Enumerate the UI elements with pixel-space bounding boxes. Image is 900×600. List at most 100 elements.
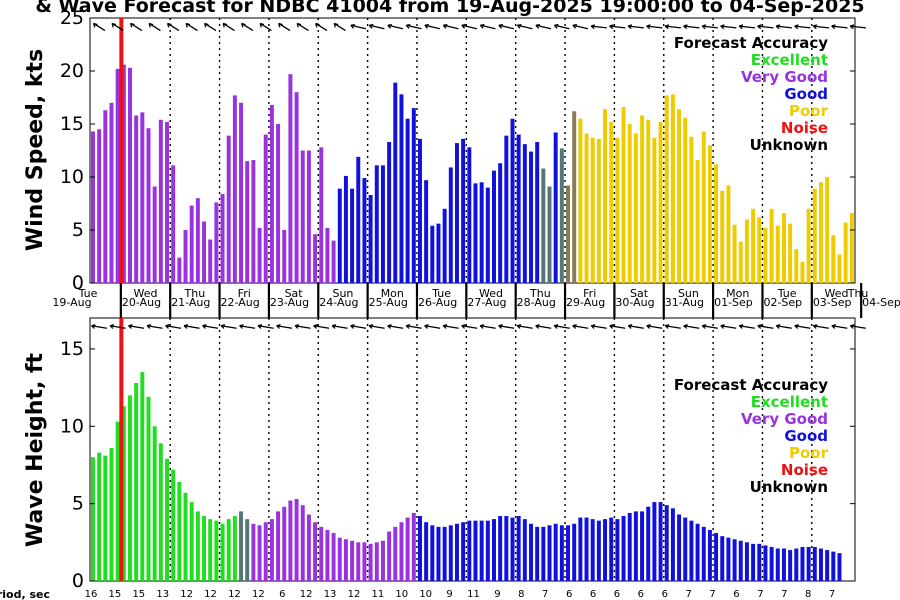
wave-y-tick-label: 15 (60, 338, 84, 360)
date-label: 01-Sep (714, 296, 753, 309)
wind-bar (825, 177, 830, 283)
wave-direction-arrow (442, 324, 459, 329)
wave-bar (615, 519, 620, 581)
wind-bar (220, 193, 225, 283)
wind-bar (121, 64, 126, 283)
wind-bar (356, 156, 361, 283)
wind-bar (510, 118, 515, 283)
wind-bar (263, 134, 268, 283)
wave-bar (757, 543, 762, 581)
period-value: 16 (85, 589, 98, 600)
wind-bar (603, 109, 608, 283)
wind-bar (424, 180, 429, 283)
wave-direction-arrow (609, 324, 626, 329)
wave-bar (454, 523, 459, 581)
wind-bar (165, 121, 169, 283)
period-value: 6 (733, 589, 739, 600)
wind-bar (707, 145, 712, 283)
wind-bar (535, 142, 540, 283)
day-date-strip: Tue19-AugWed20-AugThu21-AugFri22-AugSat2… (52, 283, 900, 318)
wind-y-tick-label: 10 (60, 166, 84, 188)
wave-bar (343, 539, 348, 581)
wave-direction-arrow (165, 324, 182, 329)
wave-bar (566, 525, 571, 581)
wave-direction-arrow (553, 324, 570, 329)
wave-bar (547, 525, 552, 581)
wave-bar (492, 519, 496, 581)
wave-bar (263, 522, 268, 581)
period-value: 7 (829, 589, 835, 600)
wind-bar (417, 138, 422, 283)
wave-bar (658, 502, 663, 581)
wave-bar (405, 517, 410, 581)
wave-bar (781, 548, 786, 581)
day-name-label: Sun (678, 287, 699, 300)
date-label: 21-Aug (171, 296, 210, 309)
wave-direction-arrow (664, 324, 681, 329)
wind-bar (751, 208, 756, 283)
day-name-label: Thu (529, 287, 551, 300)
wave-bar (417, 516, 422, 581)
wave-y-tick-label: 0 (72, 570, 84, 592)
wave-direction-arrow (479, 324, 496, 329)
date-label: 31-Aug (665, 296, 704, 309)
wind-direction-arrow (553, 24, 570, 30)
day-name-label: Sun (332, 287, 353, 300)
wind-bar (436, 223, 441, 283)
wind-bar (479, 182, 484, 283)
wind-direction-arrow (831, 24, 848, 30)
wind-bar (461, 138, 466, 283)
wind-direction-arrow (167, 22, 180, 32)
date-label: 23-Aug (270, 296, 309, 309)
wind-bar (226, 135, 231, 283)
period-value: 12 (180, 589, 193, 600)
wind-bar (683, 117, 688, 283)
period-value: 7 (781, 589, 787, 600)
wind-bar (664, 95, 669, 283)
wind-legend-unknown: Unknown (750, 136, 828, 154)
wind-bar (343, 175, 348, 283)
wind-bar (812, 188, 817, 283)
period-value: 8 (518, 589, 524, 600)
wind-bar (788, 223, 793, 283)
wave-bar (467, 520, 472, 581)
wave-bar (183, 492, 188, 581)
wind-direction-arrow (516, 24, 533, 30)
wave-direction-arrow (146, 324, 163, 329)
wave-direction-arrow (183, 324, 200, 329)
wave-bar (633, 511, 638, 581)
wave-direction-arrow (368, 324, 385, 329)
wind-direction-arrow (572, 24, 589, 30)
period-value: 11 (372, 589, 385, 600)
wind-bar (115, 68, 120, 283)
date-label: 27-Aug (467, 296, 506, 309)
wind-bar (726, 185, 731, 283)
wave-bar (313, 522, 318, 581)
wave-bar (726, 537, 731, 581)
period-value: 7 (757, 589, 763, 600)
wind-speed-panel: 0 5 10 15 20 25 Forecast AccuracyExcellentVery… (60, 7, 867, 294)
wave-direction-arrow (757, 324, 774, 329)
wave-direction-arrow (405, 324, 422, 329)
wave-bar (714, 533, 719, 581)
wave-legend-unknown: Unknown (750, 478, 828, 496)
wave-bar (485, 520, 490, 581)
wind-bar (627, 124, 632, 283)
wind-direction-arrow (333, 22, 346, 32)
wave-bar (226, 519, 231, 581)
wind-direction-arrow (757, 24, 774, 30)
wind-bar (411, 108, 416, 283)
wave-bar (677, 514, 682, 581)
wind-bar (319, 147, 324, 283)
wind-bar (800, 261, 805, 283)
wave-direction-arrow (775, 324, 792, 329)
wind-bar (572, 111, 577, 283)
wave-bar (115, 421, 120, 581)
wind-bar (504, 135, 509, 283)
wind-bar (794, 249, 799, 283)
wave-bar (800, 546, 805, 581)
wind-direction-arrow (849, 24, 867, 30)
wind-y-tick-label: 0 (72, 272, 84, 294)
wind-y-tick-label: 25 (60, 7, 84, 29)
